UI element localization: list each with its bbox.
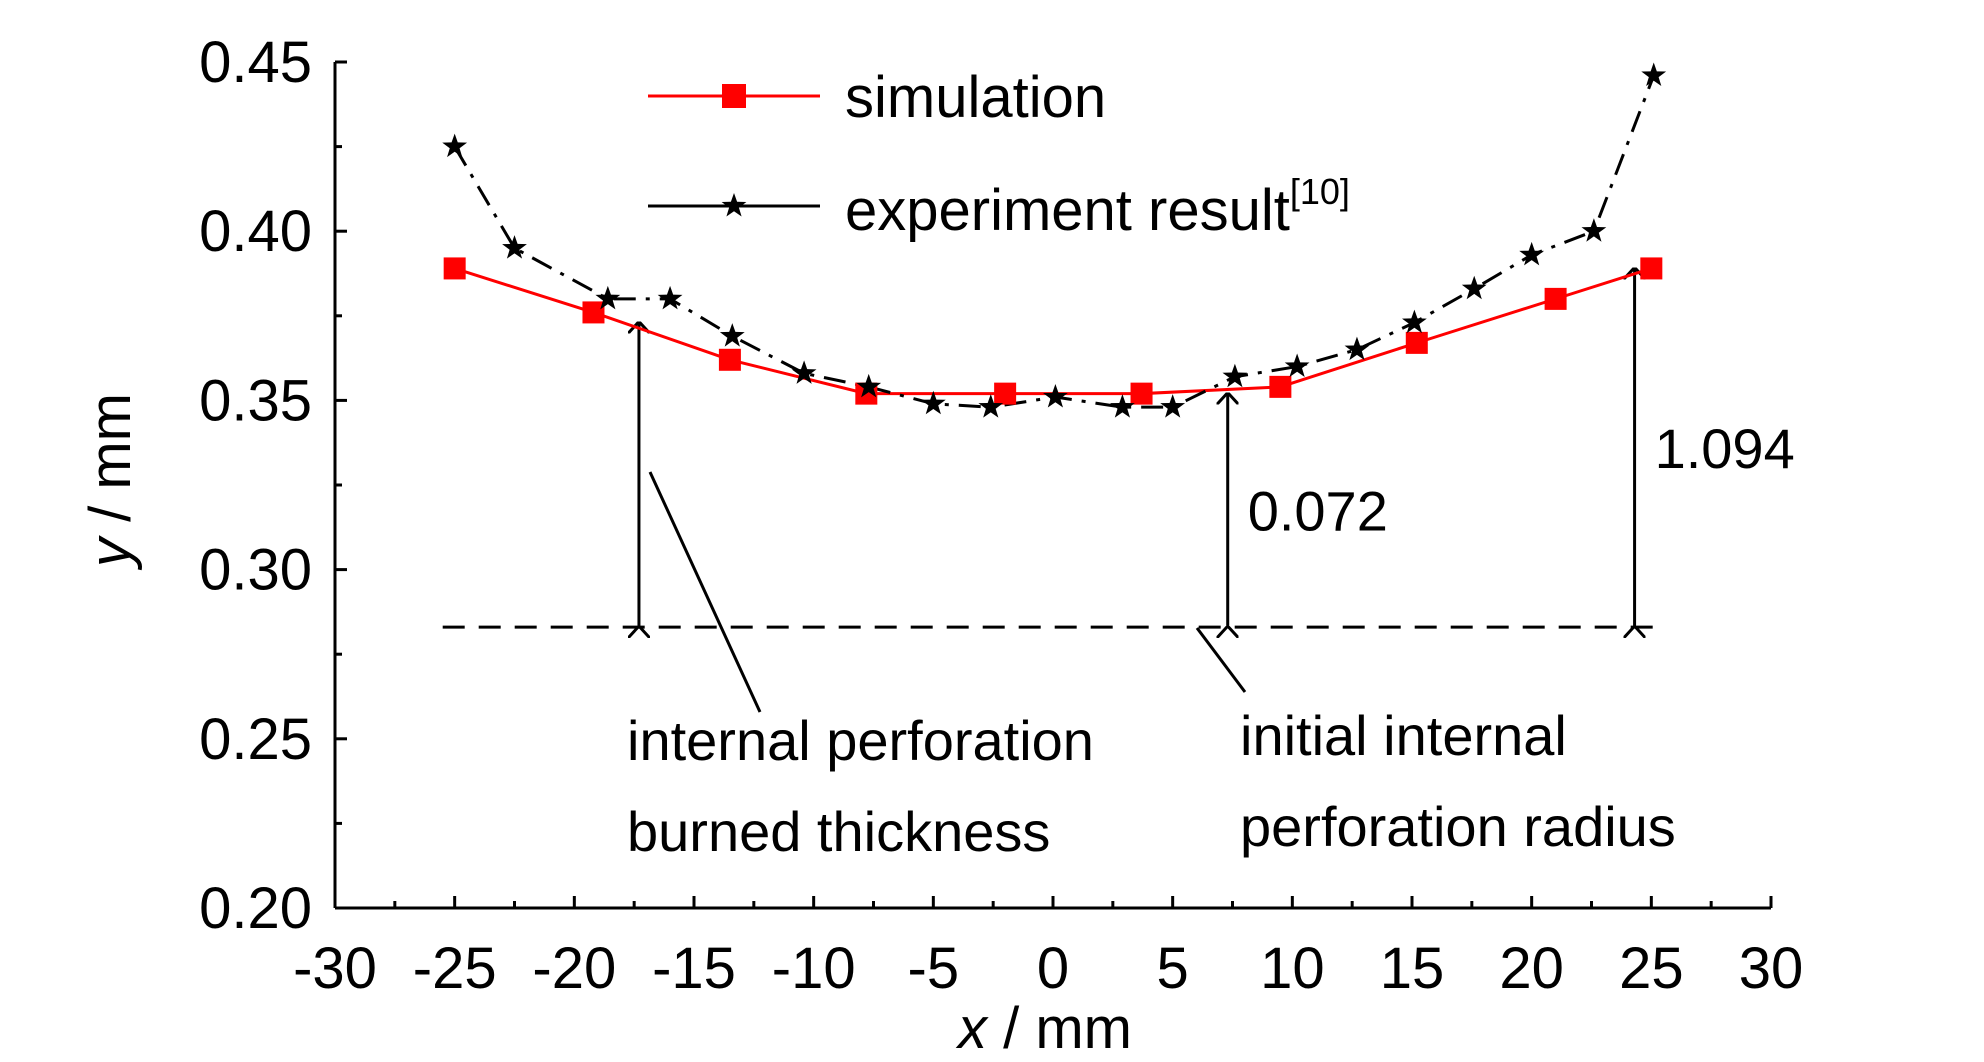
- legend-experiment-name: experiment result: [845, 178, 1290, 243]
- experiment-point: [1519, 241, 1545, 266]
- simulation-point: [1269, 375, 1292, 398]
- x-tick-label: 0: [1037, 936, 1069, 1001]
- y-tick-label: 0.40: [199, 199, 312, 264]
- legend: simulation experiment result[10]: [648, 65, 1350, 243]
- y-ticks: [335, 60, 347, 910]
- simulation-point: [1640, 257, 1663, 280]
- burned-thickness-leader-line: [648, 471, 762, 713]
- legend-experiment-label: experiment result[10]: [845, 171, 1350, 243]
- experiment-point: [502, 235, 527, 259]
- simulation-point: [443, 257, 466, 280]
- legend-simulation-label: simulation: [845, 65, 1106, 130]
- y-tick-label: 0.35: [199, 368, 312, 433]
- x-tick-label: -30: [293, 936, 377, 1001]
- initial-radius-leader-line: [1195, 627, 1247, 693]
- series-line-0: [454, 266, 1652, 396]
- x-ticks: [333, 896, 1773, 908]
- y-tick-label: 0.30: [199, 538, 312, 603]
- legend-experiment-superscript: [10]: [1290, 171, 1350, 212]
- simulation-point: [1544, 287, 1567, 310]
- x-tick-label: 20: [1499, 936, 1564, 1001]
- x-tick-label: 10: [1260, 936, 1325, 1001]
- y-axis-var: y: [78, 535, 143, 571]
- burned-thickness-annotation-line-1: internal perforation: [627, 709, 1094, 772]
- x-tick-label: -5: [908, 936, 960, 1001]
- experiment-point: [1222, 363, 1248, 388]
- x-tick-label: 15: [1380, 936, 1445, 1001]
- axes: -30 -25 -20 -15 -10 -5 0 5 10 15 20 25 30 0.200.250.…: [199, 30, 1803, 1001]
- x-axis-title: x / mm: [955, 996, 1132, 1061]
- x-tick-labels: -30 -25 -20 -15 -10 -5 0 5 10 15 20 25 30: [293, 936, 1803, 1001]
- dimension-label: 1.094: [1655, 417, 1795, 480]
- initial-radius-annotation-line-1: initial internal: [1240, 704, 1567, 767]
- initial-radius-annotation-line-2: perforation radius: [1240, 795, 1676, 858]
- dimension-label: 0.072: [1248, 479, 1388, 542]
- simulation-point: [1405, 331, 1428, 354]
- burned-thickness-annotation: internal perforation burned thickness: [627, 709, 1110, 863]
- x-tick-label: -10: [772, 936, 856, 1001]
- experiment-point: [1461, 275, 1487, 300]
- x-axis-unit: / mm: [987, 996, 1132, 1061]
- experiment-point: [657, 285, 683, 310]
- y-axis-title: y / mm: [78, 393, 143, 571]
- simulation-point: [994, 382, 1017, 405]
- x-tick-label: -20: [532, 936, 616, 1001]
- experiment-point: [1641, 62, 1667, 87]
- experiment-point: [1401, 309, 1427, 334]
- y-tick-label: 0.20: [199, 876, 312, 941]
- burned-thickness-annotation-line-2: burned thickness: [627, 800, 1050, 863]
- experiment-point: [1042, 384, 1068, 408]
- x-tick-label: -15: [652, 936, 736, 1001]
- series-layer: [442, 62, 1667, 418]
- simulation-point: [582, 301, 605, 324]
- x-tick-label: -25: [413, 936, 497, 1001]
- experiment-point: [1581, 218, 1607, 242]
- simulation-point: [718, 348, 741, 371]
- x-tick-label: 5: [1157, 936, 1189, 1001]
- experiment-point: [1284, 353, 1310, 378]
- x-tick-label: 30: [1739, 936, 1804, 1001]
- initial-radius-annotation: initial internal perforation radius: [1240, 704, 1676, 858]
- y-tick-label: 0.45: [199, 30, 312, 95]
- y-axis-unit: / mm: [78, 393, 143, 538]
- experiment-point: [1160, 394, 1186, 418]
- legend-experiment-marker: [721, 193, 747, 217]
- experiment-point: [442, 133, 468, 158]
- x-tick-label: 25: [1619, 936, 1684, 1001]
- legend-simulation-marker: [722, 84, 746, 108]
- y-tick-label: 0.25: [199, 707, 312, 772]
- experiment-point: [1344, 336, 1370, 361]
- dimension-arrows: 0.072 1.094: [639, 268, 1795, 627]
- y-tick-labels: 0.20 0.25 0.30 0.35 0.40 0.45: [199, 30, 312, 941]
- simulation-point: [1130, 382, 1153, 405]
- experiment-point: [719, 323, 745, 347]
- x-axis-var: x: [955, 996, 989, 1061]
